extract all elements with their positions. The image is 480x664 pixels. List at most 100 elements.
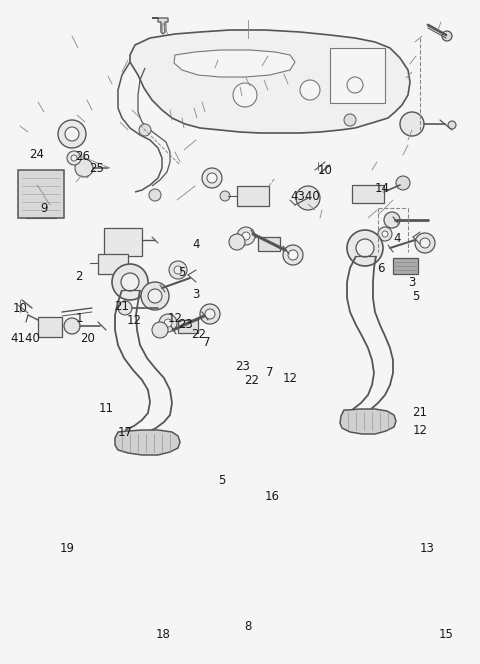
Polygon shape	[174, 50, 295, 77]
Text: 5: 5	[218, 473, 226, 487]
Circle shape	[118, 301, 132, 315]
Circle shape	[169, 261, 187, 279]
Text: 3: 3	[408, 276, 416, 290]
Circle shape	[148, 289, 162, 303]
Circle shape	[174, 266, 182, 274]
Circle shape	[164, 319, 172, 327]
Circle shape	[220, 191, 230, 201]
Bar	[352, 185, 384, 203]
Polygon shape	[130, 30, 410, 133]
Text: 12: 12	[412, 424, 428, 436]
Text: 12: 12	[168, 311, 182, 325]
Circle shape	[71, 155, 77, 161]
Circle shape	[159, 314, 177, 332]
Text: 3: 3	[192, 288, 200, 301]
Text: 23: 23	[179, 317, 193, 331]
Circle shape	[152, 322, 168, 338]
Bar	[237, 186, 269, 206]
Circle shape	[300, 80, 320, 100]
Text: 15: 15	[439, 627, 454, 641]
Circle shape	[396, 176, 410, 190]
Text: 22: 22	[244, 373, 260, 386]
Circle shape	[205, 309, 215, 319]
Circle shape	[149, 189, 161, 201]
Text: 14: 14	[374, 181, 389, 195]
Text: 19: 19	[60, 542, 74, 554]
Circle shape	[382, 231, 388, 237]
Circle shape	[448, 121, 456, 129]
Circle shape	[67, 151, 81, 165]
Polygon shape	[152, 18, 168, 34]
Text: 12: 12	[283, 371, 298, 384]
Text: 26: 26	[75, 151, 91, 163]
Text: 10: 10	[12, 301, 27, 315]
Circle shape	[356, 239, 374, 257]
Circle shape	[344, 114, 356, 126]
Circle shape	[141, 282, 169, 310]
Circle shape	[420, 238, 430, 248]
Text: 4340: 4340	[290, 191, 320, 203]
Text: 10: 10	[318, 163, 333, 177]
Text: 17: 17	[118, 426, 132, 438]
Text: 5: 5	[178, 266, 186, 278]
Circle shape	[296, 186, 320, 210]
Circle shape	[202, 168, 222, 188]
Circle shape	[207, 173, 217, 183]
Circle shape	[121, 273, 139, 291]
Circle shape	[288, 250, 298, 260]
Circle shape	[64, 318, 80, 334]
Text: 11: 11	[98, 402, 113, 414]
Circle shape	[65, 127, 79, 141]
Circle shape	[33, 185, 55, 207]
Text: 21: 21	[115, 301, 130, 313]
Text: 8: 8	[244, 620, 252, 633]
Bar	[104, 228, 142, 256]
Text: 21: 21	[412, 406, 428, 420]
Bar	[330, 48, 385, 103]
Text: 22: 22	[192, 329, 206, 341]
Text: 24: 24	[29, 149, 45, 161]
Text: 1: 1	[75, 311, 83, 325]
Circle shape	[39, 191, 49, 201]
Text: 4: 4	[192, 238, 200, 250]
Circle shape	[378, 227, 392, 241]
Text: 23: 23	[236, 359, 251, 373]
Text: 4140: 4140	[10, 333, 40, 345]
Circle shape	[283, 245, 303, 265]
Circle shape	[384, 212, 400, 228]
Text: 18: 18	[156, 627, 170, 641]
Text: 5: 5	[412, 291, 420, 303]
Text: 12: 12	[127, 313, 142, 327]
Bar	[393, 258, 418, 274]
Text: 7: 7	[266, 365, 274, 378]
Circle shape	[139, 124, 151, 136]
Circle shape	[347, 230, 383, 266]
Bar	[258, 237, 280, 251]
Circle shape	[229, 234, 245, 250]
Bar	[178, 320, 198, 333]
Circle shape	[347, 77, 363, 93]
Circle shape	[415, 233, 435, 253]
Text: 4: 4	[393, 232, 401, 246]
Text: 6: 6	[377, 262, 385, 274]
Polygon shape	[340, 409, 396, 434]
Bar	[38, 317, 62, 337]
Circle shape	[242, 232, 250, 240]
Text: 25: 25	[90, 161, 105, 175]
Text: 16: 16	[264, 491, 279, 503]
Circle shape	[200, 304, 220, 324]
Bar	[18, 170, 64, 218]
Circle shape	[233, 83, 257, 107]
Circle shape	[237, 227, 255, 245]
Circle shape	[442, 31, 452, 41]
Text: 7: 7	[203, 337, 211, 349]
Text: 9: 9	[40, 201, 48, 214]
Circle shape	[112, 264, 148, 300]
Circle shape	[75, 159, 93, 177]
Circle shape	[400, 112, 424, 136]
Text: 20: 20	[81, 331, 96, 345]
Polygon shape	[115, 430, 180, 455]
Bar	[98, 254, 128, 274]
Circle shape	[58, 120, 86, 148]
Text: 2: 2	[75, 270, 83, 282]
